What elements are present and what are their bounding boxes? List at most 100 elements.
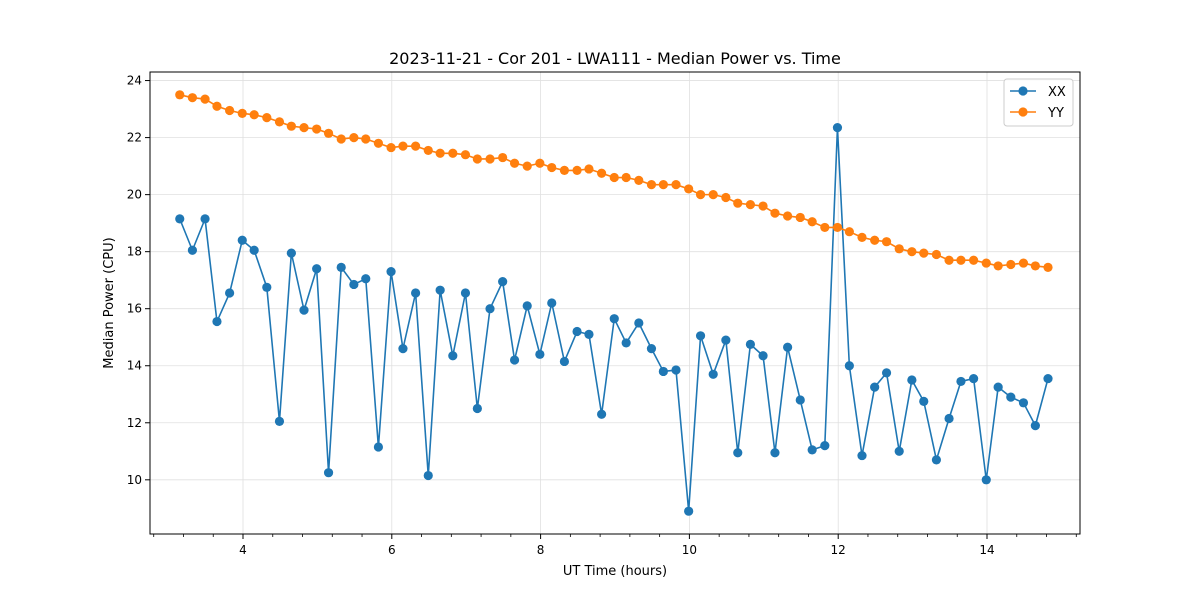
data-point-yy: [795, 212, 805, 223]
x-axis-ticks: 4 6 8 10 12 14: [153, 534, 1077, 557]
data-point-yy: [498, 152, 508, 163]
data-point-yy: [981, 258, 991, 268]
data-point-yy: [907, 247, 917, 257]
data-point-xx: [907, 375, 917, 385]
data-point-xx: [807, 445, 817, 455]
data-point-yy: [1006, 259, 1016, 270]
data-point-yy: [658, 180, 668, 190]
data-point-yy: [336, 134, 346, 144]
data-point-xx: [485, 304, 495, 314]
y-axis-ticks: 10 12 14 16 18 20 22 24: [127, 74, 150, 487]
data-point-yy: [646, 180, 657, 190]
data-point-xx: [621, 338, 631, 348]
y-tick-label: 18: [127, 245, 142, 259]
data-point-yy: [522, 161, 532, 171]
data-point-xx: [870, 382, 880, 392]
y-tick-label: 22: [127, 131, 142, 145]
data-point-xx: [658, 366, 668, 377]
data-point-yy: [745, 200, 756, 210]
data-point-yy: [609, 172, 619, 183]
data-point-yy: [200, 94, 210, 104]
data-point-xx: [993, 382, 1003, 392]
data-point-xx: [572, 326, 582, 337]
data-point-yy: [187, 93, 198, 103]
data-point-yy: [783, 211, 793, 221]
data-point-yy: [299, 123, 309, 133]
data-point-xx: [200, 214, 210, 224]
data-point-yy: [323, 128, 334, 138]
y-tick-label: 14: [127, 359, 142, 373]
data-point-yy: [572, 165, 582, 175]
data-point-xx: [944, 413, 954, 424]
data-point-yy: [832, 222, 843, 233]
data-point-xx: [1018, 398, 1029, 408]
data-point-xx: [745, 339, 756, 349]
data-point-xx: [274, 416, 285, 426]
data-point-yy: [1018, 258, 1029, 268]
data-point-xx: [212, 316, 222, 327]
data-point-xx: [349, 279, 359, 290]
data-point-xx: [584, 329, 594, 339]
data-point-yy: [969, 255, 979, 265]
data-point-xx: [559, 356, 570, 367]
data-point-yy: [956, 255, 966, 265]
plot-area-frame: [149, 71, 1081, 535]
data-point-yy: [286, 121, 296, 131]
data-point-xx: [509, 355, 520, 365]
data-point-yy: [411, 141, 421, 151]
data-point-xx: [249, 245, 259, 255]
data-point-yy: [423, 145, 433, 156]
data-point-yy: [944, 255, 954, 265]
data-point-yy: [621, 172, 631, 183]
data-point-xx: [398, 344, 408, 354]
data-point-yy: [361, 134, 371, 144]
data-point-yy: [894, 244, 904, 254]
data-point-yy: [931, 249, 942, 260]
data-point-xx: [498, 277, 508, 287]
x-axis-label: UT Time (hours): [563, 564, 667, 579]
data-point-xx: [820, 440, 830, 451]
data-point-xx: [721, 335, 731, 345]
data-point-xx: [956, 376, 966, 387]
data-point-xx: [634, 318, 644, 328]
data-point-yy: [993, 261, 1003, 271]
y-tick-label: 16: [127, 302, 142, 316]
data-point-xx: [758, 351, 768, 361]
data-point-xx: [832, 123, 843, 133]
data-point-xx: [262, 282, 272, 292]
data-point-xx: [472, 403, 482, 414]
data-point-yy: [597, 168, 607, 178]
x-tick-label: 8: [537, 543, 545, 557]
data-point-yy: [584, 164, 594, 174]
data-point-yy: [547, 162, 557, 173]
data-point-yy: [733, 198, 743, 208]
chart-title: 2023-11-21 - Cor 201 - LWA111 - Median P…: [389, 49, 841, 68]
data-point-xx: [671, 365, 681, 375]
data-point-xx: [609, 314, 619, 324]
data-point-yy: [212, 101, 222, 111]
data-series: [175, 90, 1053, 516]
data-point-yy: [349, 132, 359, 143]
legend-label-xx: XX: [1048, 85, 1066, 100]
data-point-yy: [274, 117, 285, 127]
data-point-yy: [559, 165, 570, 175]
data-point-xx: [312, 264, 322, 274]
data-point-xx: [894, 446, 904, 456]
data-point-xx: [1030, 421, 1040, 431]
data-point-xx: [299, 305, 309, 315]
data-point-yy: [485, 154, 495, 164]
data-point-xx: [435, 285, 445, 295]
x-tick-label: 4: [239, 543, 247, 557]
data-point-yy: [398, 141, 408, 151]
data-point-yy: [770, 208, 780, 218]
data-point-xx: [969, 373, 979, 384]
y-tick-label: 10: [127, 473, 142, 487]
data-point-yy: [708, 190, 718, 200]
data-point-yy: [1043, 262, 1053, 272]
data-point-xx: [733, 448, 743, 458]
data-point-xx: [448, 351, 458, 361]
data-point-xx: [522, 301, 532, 311]
data-point-xx: [857, 450, 867, 461]
data-point-xx: [336, 262, 346, 272]
